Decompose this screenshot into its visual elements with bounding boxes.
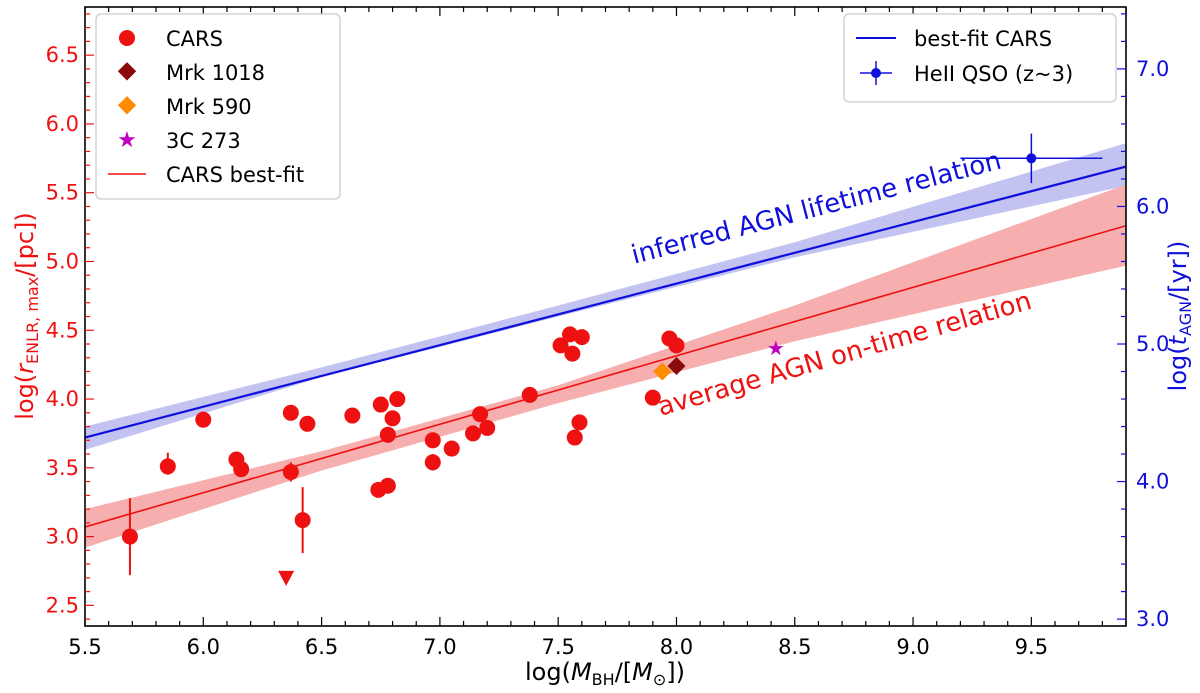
blue-fit-line — [85, 165, 1126, 439]
data-points: ★ — [121, 133, 1103, 586]
cars-point — [195, 411, 212, 428]
y-tick-label: 5.5 — [46, 181, 79, 205]
y-axis-right: 3.0 4.0 5.0 6.0 7.0 — [1117, 13, 1169, 631]
x-tick-label: 9.0 — [896, 635, 929, 659]
legend-3c273-label: 3C 273 — [166, 129, 241, 153]
x-tick-label: 7.5 — [541, 635, 574, 659]
cars-point — [424, 454, 441, 471]
right-tick-label: 7.0 — [1136, 57, 1169, 81]
y-tick-label: 6.0 — [46, 112, 79, 136]
legend-mrk590-label: Mrk 590 — [166, 95, 252, 119]
cars-point — [372, 396, 389, 413]
y-tick-label: 6.5 — [46, 43, 79, 67]
cars-point — [465, 425, 482, 442]
c3c273-point: ★ — [767, 336, 785, 360]
legend-mrk1018-label: Mrk 1018 — [166, 61, 265, 85]
fit-lines — [85, 165, 1126, 528]
y-axis-right-label: log(tAGN/[yr]) — [1164, 241, 1195, 392]
cars-point — [479, 419, 496, 436]
x-tick-label: 5.5 — [68, 635, 101, 659]
mrk1018-point — [667, 357, 686, 376]
cars-point — [424, 432, 441, 449]
cars-point — [472, 406, 489, 423]
cars-point — [159, 458, 176, 475]
cars-point — [668, 337, 685, 354]
cars-upper-limit-marker — [278, 570, 295, 586]
cars-point — [384, 410, 401, 427]
x-tick-label: 7.0 — [423, 635, 456, 659]
cars-point — [552, 337, 569, 354]
y-tick-label: 2.5 — [46, 593, 79, 617]
y-axis-left-label: log(rENLR, max/[pc]) — [11, 212, 42, 420]
cars-point — [644, 389, 661, 406]
cars-point — [282, 463, 299, 480]
right-tick-label: 4.0 — [1136, 470, 1169, 494]
mrk590-point — [653, 362, 672, 381]
cars-point — [282, 404, 299, 421]
cars-point — [566, 429, 583, 446]
legend-mrk1018-marker — [117, 62, 137, 81]
cars-point — [564, 345, 581, 362]
cars-point — [389, 391, 406, 408]
right-tick-label: 3.0 — [1136, 607, 1169, 631]
cars-point — [379, 426, 396, 443]
x-axis: 5.5 6.0 6.5 7.0 7.5 8.0 8.5 9.0 9.5 — [68, 7, 1127, 659]
y-tick-label: 4.0 — [46, 387, 79, 411]
legend-right: best-fit CARS HeII QSO (z~3) — [843, 13, 1117, 103]
y-tick-label: 3.0 — [46, 525, 79, 549]
legend-blue-fit-label: best-fit CARS — [914, 27, 1052, 51]
legend-cars-marker — [119, 30, 135, 46]
blue-fit-band — [85, 143, 1126, 450]
x-tick-label: 9.5 — [1015, 635, 1048, 659]
legend-3c273-marker: ★ — [117, 128, 137, 153]
y-tick-label: 5.0 — [46, 249, 79, 273]
legend-heii-marker — [871, 68, 881, 78]
cars-point — [521, 386, 538, 403]
heii-qso-point — [1026, 153, 1037, 164]
right-tick-label: 6.0 — [1136, 194, 1169, 218]
x-tick-label: 8.0 — [660, 635, 693, 659]
fit-bands — [85, 143, 1126, 548]
legend-left: CARS Mrk 1018 Mrk 590 ★ 3C 273 CARS best… — [95, 13, 341, 200]
legend-cars-fit-label: CARS best-fit — [166, 163, 304, 187]
cars-point — [571, 414, 588, 431]
x-tick-label: 8.5 — [778, 635, 811, 659]
right-tick-label: 5.0 — [1136, 332, 1169, 356]
y-tick-label: 3.5 — [46, 456, 79, 480]
x-axis-label: log(MBH/[M⊙]) — [525, 658, 685, 689]
cars-point — [443, 440, 460, 457]
cars-point — [121, 528, 138, 545]
cars-fit-line — [85, 224, 1126, 528]
cars-point — [344, 407, 361, 424]
legend-cars-label: CARS — [166, 27, 223, 51]
y-tick-label: 4.5 — [46, 318, 79, 342]
legend-mrk590-marker — [117, 96, 137, 115]
cars-point — [379, 477, 396, 494]
legend-heii-label: HeII QSO (z~3) — [914, 62, 1073, 86]
y-axis-left: 2.5 3.0 3.5 4.0 4.5 5.0 5.5 6.0 6.5 — [46, 13, 94, 620]
cars-point — [294, 512, 311, 529]
cars-point — [573, 329, 590, 346]
cars-fit-band — [85, 184, 1126, 548]
cars-point — [233, 461, 250, 478]
x-tick-label: 6.0 — [187, 635, 220, 659]
x-tick-label: 6.5 — [305, 635, 338, 659]
cars-point — [299, 415, 316, 432]
